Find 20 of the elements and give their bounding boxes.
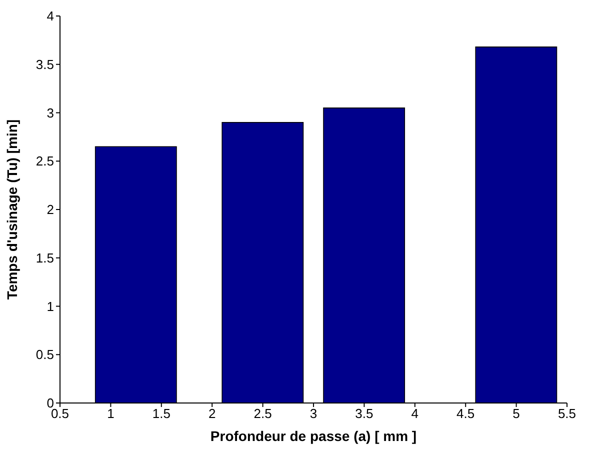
y-tick-label: 2: [46, 202, 54, 218]
y-tick-label: 3.5: [36, 56, 54, 72]
x-tick-label: 3: [310, 406, 318, 422]
x-tick-label: 1: [107, 406, 114, 422]
y-tick-label: 2.5: [36, 154, 54, 169]
y-tick-label: 0.5: [36, 347, 54, 362]
y-axis-title: Temps d'usinage (Tu) [min]: [4, 119, 20, 300]
x-tick-label: 2: [208, 406, 216, 422]
y-tick-label: 3: [46, 105, 54, 120]
x-tick-label: 2.5: [254, 406, 272, 422]
x-tick-label: 1.5: [152, 406, 170, 422]
x-tick-label: 3.5: [355, 406, 374, 422]
x-tick-label: 5.5: [558, 406, 576, 422]
x-tick-label: 4: [411, 406, 419, 422]
x-axis-title: Profondeur de passe (a) [ mm ]: [210, 428, 417, 444]
y-tick-label: 1: [46, 298, 54, 314]
y-tick-label: 4: [46, 8, 54, 24]
x-tick-label: 4.5: [456, 406, 475, 422]
x-tick-label: 5: [512, 406, 520, 422]
y-tick-label: 1.5: [36, 250, 54, 266]
